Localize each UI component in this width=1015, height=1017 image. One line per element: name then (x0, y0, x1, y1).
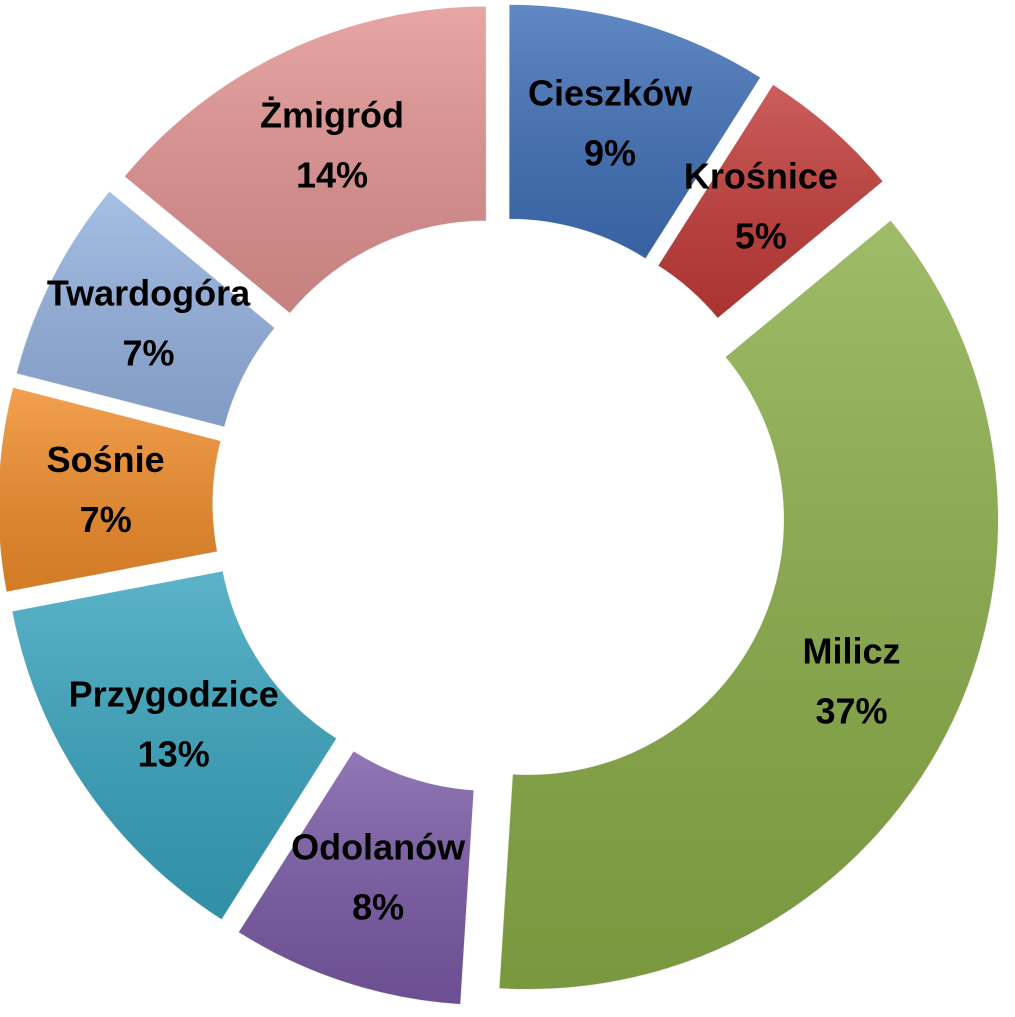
slice-group (498, 219, 1000, 990)
slice-group (123, 5, 487, 315)
slice-label: Cieszków (528, 73, 693, 114)
slice-value-label: 8% (352, 887, 404, 928)
slice-group (508, 3, 762, 260)
slice-shade (16, 190, 276, 428)
slice-group (0, 386, 222, 593)
slice-value-label: 37% (815, 691, 887, 732)
slice-shade (657, 84, 884, 319)
slice-value-label: 13% (138, 733, 210, 774)
slice-label: Przygodzice (69, 673, 279, 714)
slice-shade (508, 4, 761, 259)
slice-shade (0, 387, 222, 593)
slice-label: Krośnice (684, 156, 838, 197)
slice-value-label: 7% (80, 499, 132, 540)
slice-shade (238, 750, 475, 1005)
slice-shade (499, 219, 999, 990)
slice-label: Odolanów (291, 827, 466, 868)
slice-label: Sośnie (47, 439, 165, 480)
slice-group (15, 190, 276, 428)
slice-label: Milicz (802, 631, 900, 672)
slice-group (237, 750, 475, 1006)
slice-group (657, 83, 885, 320)
slice-label: Twardogóra (47, 272, 251, 313)
slice-label: Żmigród (260, 95, 404, 136)
slice-group (11, 570, 338, 921)
slice-value-label: 5% (735, 216, 787, 257)
slice-shade (11, 570, 337, 920)
slice-value-label: 7% (122, 332, 174, 373)
slice-shade (124, 6, 487, 314)
slice-value-label: 9% (584, 133, 636, 174)
slice-value-label: 14% (296, 155, 368, 196)
